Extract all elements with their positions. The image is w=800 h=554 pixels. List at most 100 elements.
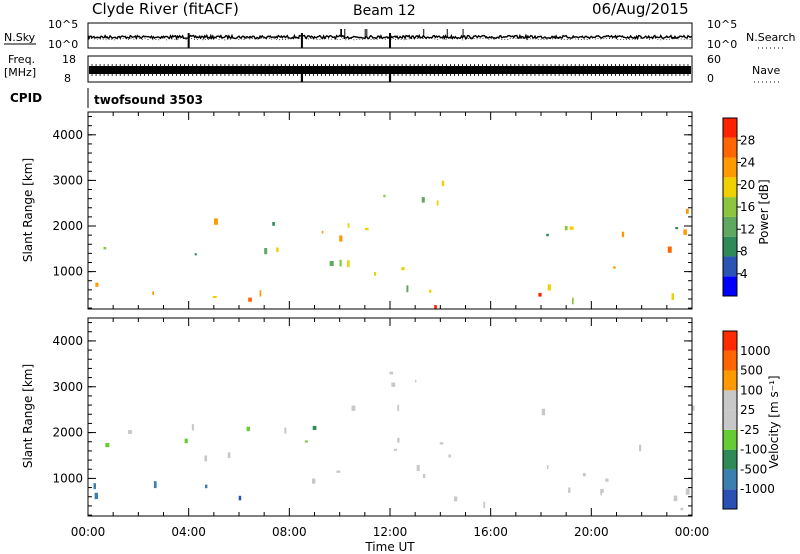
cell-r4 bbox=[569, 226, 574, 230]
ytick-label-1: 2000 bbox=[52, 426, 83, 440]
cell-r3 bbox=[538, 292, 542, 297]
cell-r1 bbox=[227, 452, 231, 459]
cell-r2 bbox=[428, 289, 432, 293]
cell-r3 bbox=[414, 379, 417, 383]
cbar-label-5: 24 bbox=[740, 156, 755, 170]
cbar-label-4: 20 bbox=[740, 178, 755, 192]
cell-r2 bbox=[383, 194, 386, 198]
cell-r1 bbox=[276, 247, 279, 253]
cbar-seg-2 bbox=[723, 236, 737, 257]
cell-r5 bbox=[600, 488, 604, 493]
cell-r4 bbox=[483, 501, 486, 509]
cell-r4 bbox=[547, 284, 551, 291]
ytick-label-0: 1000 bbox=[52, 265, 83, 279]
cell-r2 bbox=[401, 267, 405, 271]
cell-r4 bbox=[675, 227, 679, 230]
cell-r0 bbox=[95, 282, 99, 287]
cbar-label-4: -25 bbox=[740, 423, 760, 437]
xtick-label-2: 08:00 bbox=[272, 525, 307, 539]
velocity-ylabel: Slant Range [km] bbox=[21, 364, 35, 468]
freq-left-tick-top: 18 bbox=[62, 53, 76, 66]
cbar-label-0: 4 bbox=[740, 267, 748, 281]
freq-panel: Freq. [MHz] 18 8 60 0 Nave bbox=[4, 53, 780, 85]
cbar-seg-5 bbox=[723, 177, 737, 198]
xtick-label-3: 12:00 bbox=[373, 525, 408, 539]
ytick-label-1: 2000 bbox=[52, 219, 83, 233]
cbar-seg-4 bbox=[723, 197, 737, 217]
freq-right-tick-bottom: 0 bbox=[707, 72, 714, 85]
cell-r2 bbox=[336, 470, 341, 473]
cell-r3 bbox=[391, 382, 396, 387]
cell-r4 bbox=[683, 229, 687, 235]
cell-r2 bbox=[421, 197, 425, 203]
cell-r4 bbox=[613, 266, 616, 269]
cbar-label-5: -100 bbox=[740, 443, 767, 457]
cell-r4 bbox=[546, 233, 549, 237]
freq-trace bbox=[87, 64, 691, 82]
cbar-label-1: 500 bbox=[740, 364, 763, 378]
cell-r3 bbox=[351, 405, 356, 411]
noise-right-label: N.Search bbox=[746, 31, 796, 44]
cbar-seg-3 bbox=[723, 429, 737, 450]
cell-r4 bbox=[572, 297, 574, 305]
beam-title: Beam 12 bbox=[353, 3, 416, 19]
cell-r1 bbox=[204, 455, 208, 462]
cell-r4 bbox=[454, 496, 458, 502]
cbar-seg-0 bbox=[723, 489, 737, 509]
cell-r0 bbox=[259, 290, 262, 297]
cell-r1 bbox=[321, 230, 324, 234]
cell-r1 bbox=[272, 222, 275, 226]
cpid-label: CPID bbox=[10, 91, 42, 105]
cell-r4 bbox=[685, 208, 689, 214]
cell-r2 bbox=[436, 200, 439, 206]
cell-r3 bbox=[434, 305, 437, 309]
freq-left-label-1: Freq. bbox=[8, 53, 35, 66]
ytick-label-2: 3000 bbox=[52, 380, 83, 394]
xtick-label-6: 00:00 bbox=[675, 525, 710, 539]
cell-r2 bbox=[329, 261, 334, 266]
cell-r1 bbox=[105, 443, 110, 448]
cell-r0 bbox=[248, 297, 252, 302]
freq-left-label-2: [MHz] bbox=[4, 66, 36, 79]
noise-trace bbox=[87, 29, 693, 48]
cell-r2 bbox=[416, 465, 420, 471]
cell-r5 bbox=[673, 495, 678, 502]
power-data bbox=[95, 180, 689, 309]
cbar-seg-6 bbox=[723, 370, 737, 391]
station-title: Clyde River (fitACF) bbox=[92, 0, 239, 18]
cbar-label-3: 25 bbox=[740, 403, 755, 417]
velocity-panel-frame bbox=[87, 317, 693, 517]
cell-r1 bbox=[128, 430, 132, 434]
ytick-label-3: 4000 bbox=[52, 334, 83, 348]
cell-r1 bbox=[103, 246, 107, 250]
cbar-seg-3 bbox=[723, 216, 737, 237]
freq-right-label: Nave bbox=[752, 64, 780, 77]
cell-r5 bbox=[582, 473, 586, 477]
cbar-label-3: 16 bbox=[740, 200, 755, 214]
cbar-seg-6 bbox=[723, 157, 737, 178]
cbar-seg-7 bbox=[723, 350, 737, 371]
cell-r0 bbox=[93, 483, 96, 490]
cbar-frame bbox=[722, 330, 738, 510]
noise-right-tick-bottom: 10^0 bbox=[707, 38, 737, 51]
cbar-seg-1 bbox=[723, 256, 737, 277]
cell-r5 bbox=[685, 488, 690, 495]
cbar-seg-8 bbox=[723, 331, 737, 351]
cell-r5 bbox=[639, 444, 642, 452]
cbar-label-0: 1000 bbox=[740, 344, 771, 358]
cell-r3 bbox=[397, 404, 400, 411]
cell-r4 bbox=[671, 293, 674, 300]
noise-panel: N.Sky 10^5 10^0 10^5 10^0 N.Search bbox=[4, 18, 796, 51]
cell-r3 bbox=[439, 442, 444, 445]
cell-r5 bbox=[692, 405, 695, 411]
cell-r5 bbox=[541, 408, 546, 416]
cell-r2 bbox=[339, 235, 343, 242]
cell-r1 bbox=[284, 427, 287, 434]
cbar-seg-1 bbox=[723, 469, 737, 490]
x-axis-tick-labels: 00:00 04:00 08:00 12:00 16:00 20:00 00:00 bbox=[71, 525, 710, 539]
cell-r1 bbox=[246, 426, 250, 432]
cbar-seg-7 bbox=[723, 137, 737, 158]
velocity-axes: 1000 2000 3000 4000 bbox=[52, 318, 693, 516]
cpid-panel: CPID twofsound 3503 bbox=[10, 88, 203, 108]
